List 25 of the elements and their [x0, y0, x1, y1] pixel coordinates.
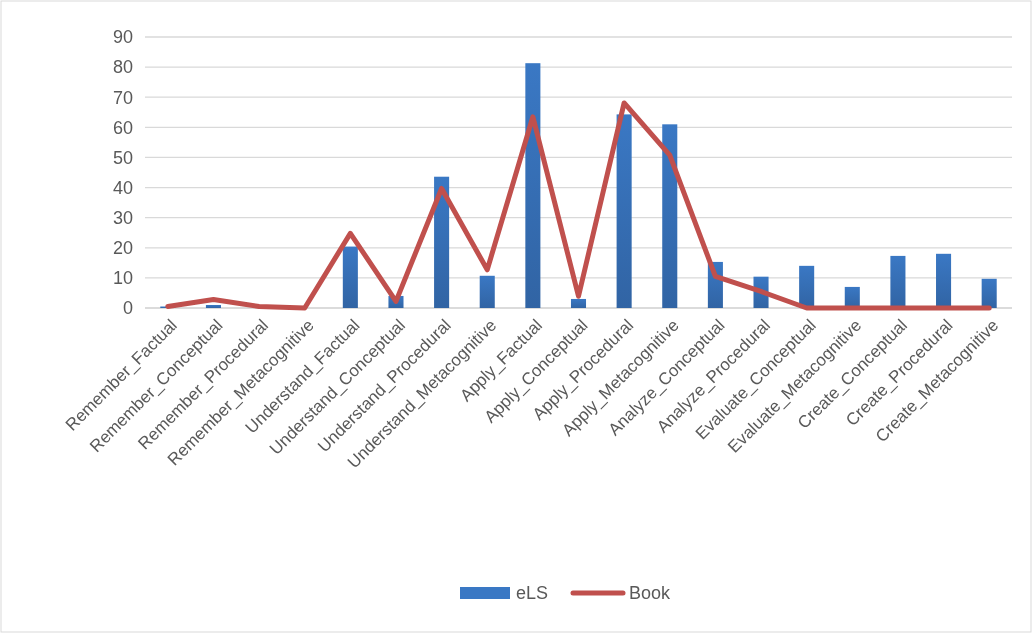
bar: [570, 298, 587, 308]
bar: [616, 114, 632, 308]
y-tick-label: 70: [112, 87, 133, 108]
y-tick-label: 30: [112, 207, 133, 228]
bar: [662, 124, 678, 308]
bar: [936, 253, 952, 308]
bar: [342, 246, 358, 308]
legend-label: eLS: [516, 583, 549, 604]
bar: [479, 275, 495, 308]
legend-label: Book: [629, 583, 672, 604]
y-tick-label: 80: [112, 57, 133, 78]
bar: [525, 63, 541, 308]
y-tick-label: 20: [112, 238, 133, 259]
bar: [844, 286, 860, 308]
y-tick-label: 60: [112, 117, 133, 138]
y-tick-label: 0: [122, 298, 133, 319]
y-tick-label: 40: [112, 177, 133, 198]
y-tick-label: 50: [112, 147, 133, 168]
bar: [205, 304, 221, 308]
bar: [799, 265, 815, 308]
y-tick-label: 90: [112, 27, 133, 48]
bar: [434, 176, 450, 308]
bar: [890, 255, 906, 308]
y-tick-label: 10: [112, 268, 133, 289]
bar: [981, 278, 997, 308]
